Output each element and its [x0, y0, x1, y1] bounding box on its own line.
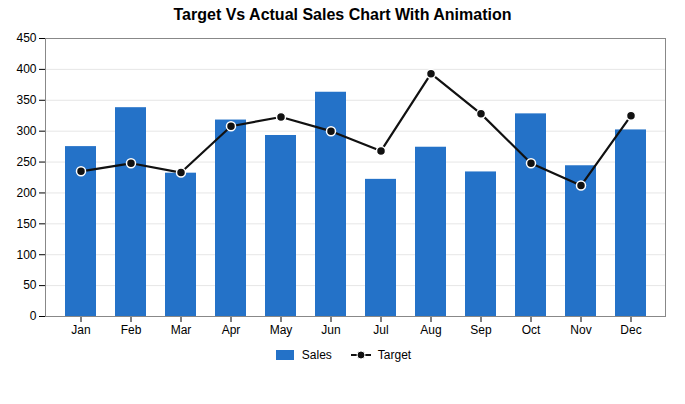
html-text:Target: Target — [377, 348, 412, 362]
svg-text:Aug: Aug — [420, 323, 441, 337]
svg-text:Sep: Sep — [470, 323, 492, 337]
svg-text:350: 350 — [16, 93, 36, 107]
svg-text:May: May — [270, 323, 293, 337]
svg-text:Nov: Nov — [570, 323, 591, 337]
svg-text:Feb: Feb — [121, 323, 142, 337]
svg-text:300: 300 — [16, 124, 36, 138]
svg-text:100: 100 — [16, 248, 36, 262]
svg-text:450: 450 — [16, 31, 36, 45]
svg-text:Jan: Jan — [71, 323, 90, 337]
svg-text:150: 150 — [16, 217, 36, 231]
svg-text:0: 0 — [30, 309, 37, 323]
svg-text:50: 50 — [23, 278, 37, 292]
svg-text:Jun: Jun — [321, 323, 340, 337]
svg-text:Mar: Mar — [171, 323, 192, 337]
svg-text:400: 400 — [16, 62, 36, 76]
html-text:Sales: Sales — [301, 348, 332, 362]
svg-text:200: 200 — [16, 186, 36, 200]
html-text:Target Vs Actual Sales Chart W: Target Vs Actual Sales Chart With Animat… — [173, 6, 512, 23]
svg-text:Dec: Dec — [620, 323, 641, 337]
svg-text:Oct: Oct — [522, 323, 541, 337]
svg-text:Jul: Jul — [373, 323, 388, 337]
svg-text:250: 250 — [16, 155, 36, 169]
svg-text:Apr: Apr — [222, 323, 241, 337]
